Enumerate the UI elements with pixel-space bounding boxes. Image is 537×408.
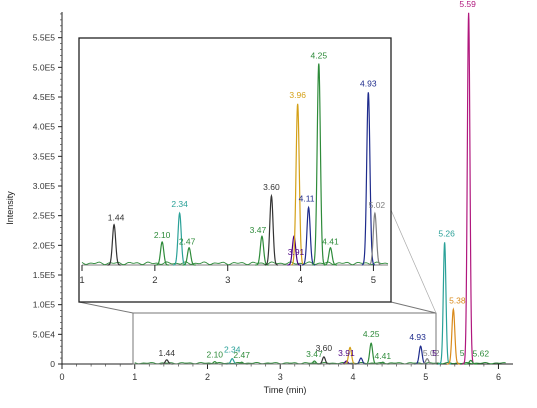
peak-label: 3.60 (316, 343, 333, 353)
zoom-source-rect (132, 312, 437, 365)
inset-peak-label: 4.25 (311, 51, 328, 61)
y-tick-label: 2.0E5 (33, 240, 55, 250)
peak-label: 5.62 (473, 348, 490, 358)
peak-label: 3.91 (338, 348, 355, 358)
peak-label-fragment: 5 (432, 348, 437, 358)
peak-label: 2.47 (233, 350, 250, 360)
y-tick-label: 5.5E5 (33, 33, 55, 43)
peak-label: 4.93 (409, 332, 426, 342)
zoom-region-box (78, 209, 437, 365)
inset-peak-trace-3.60 (264, 193, 279, 266)
peak-trace-5.38 (446, 307, 460, 365)
inset-peak-trace-2.10 (155, 241, 169, 266)
inset-x-tick-label: 2 (152, 275, 157, 286)
inset-peak-trace-4.93 (361, 92, 375, 266)
x-tick-label: 4 (350, 372, 355, 382)
zoom-connector-right (390, 301, 437, 314)
y-tick-label: 2.5E5 (33, 211, 55, 221)
peak-label: 5.59 (459, 0, 476, 9)
inset-peak-trace-3.96 (291, 103, 305, 266)
inset-baseline-trace (81, 261, 389, 266)
main-peak-labels: 1.44 2.10 2.342.47 3.473.603.914.254.414.93… (158, 0, 489, 361)
peak-label: 4.41 (375, 351, 392, 361)
y-tick-label: 4.5E5 (33, 92, 55, 102)
inset-x-tick-label: 1 (79, 275, 84, 286)
y-axis-title: Intensity (5, 191, 15, 225)
zoom-connector-left (78, 301, 134, 314)
zoom-inset-panel: 1 2 3 4 5 1.44 2.10 2.34 2.47 3.47 3.60 3.91 3.96 4.1… (78, 37, 392, 303)
inset-peak-trace-4.25 (312, 63, 326, 266)
x-tick-label: 1 (132, 372, 137, 382)
inset-peak-label: 2.47 (179, 237, 196, 247)
y-tick-label: 5.0E5 (33, 62, 55, 72)
inset-peak-label: 3.47 (250, 225, 267, 235)
y-tick-label: 0 (50, 359, 55, 369)
zoom-connector-right-upper (390, 209, 437, 314)
inset-peak-label: 3.91 (288, 247, 305, 257)
x-tick-label: 0 (59, 372, 64, 382)
x-tick-label: 2 (205, 372, 210, 382)
inset-peak-trace-1.44 (107, 223, 121, 266)
inset-peak-label: 4.11 (299, 193, 315, 203)
x-tick-label: 5 (423, 372, 428, 382)
x-axis-title: Time (min) (264, 385, 307, 395)
y-tick-label: 5.0E4 (33, 329, 55, 339)
peak-trace-5.59 (462, 12, 476, 365)
peak-label: 1.44 (158, 348, 175, 358)
inset-peak-label: 4.41 (322, 237, 339, 247)
inset-peak-trace-3.91 (287, 235, 301, 266)
y-tick-label: 3.0E5 (33, 181, 55, 191)
inset-peak-label: 1.44 (108, 213, 125, 223)
inset-x-tick-label: 4 (298, 275, 303, 286)
peak-label: 2.10 (206, 350, 223, 360)
peak-trace-5.62 (464, 359, 478, 365)
x-tick-label: 3 (278, 372, 283, 382)
y-tick-label: 3.5E5 (33, 151, 55, 161)
inset-peak-label: 2.10 (154, 230, 171, 240)
peak-label: 5.02 (423, 348, 440, 358)
y-tick-label: 4.0E5 (33, 122, 55, 132)
inset-peak-trace-5.02 (368, 211, 382, 266)
inset-peak-label: 3.60 (263, 182, 280, 192)
inset-peak-label: 3.96 (289, 90, 306, 100)
peak-label: 2.34 (224, 345, 241, 355)
inset-peak-trace-4.41 (323, 246, 338, 266)
inset-peak-trace-4.11 (301, 205, 316, 266)
inset-x-tick-label: 5 (371, 275, 376, 286)
inset-peak-label: 2.34 (171, 199, 188, 209)
inset-frame (78, 37, 392, 303)
x-tick-label: 6 (496, 372, 501, 382)
peak-label: 5.26 (438, 228, 455, 238)
inset-peak-label: 4.93 (360, 78, 377, 88)
peak-label: 5.38 (449, 295, 466, 305)
inset-peak-trace-2.47 (182, 246, 196, 266)
peak-label: 3.47 (306, 349, 323, 359)
inset-x-tick-label: 3 (225, 275, 230, 286)
peak-label: 4.25 (363, 329, 380, 339)
inset-peak-label: 5.02 (369, 200, 386, 210)
y-tick-label: 1.0E5 (33, 300, 55, 310)
peak-label-fragment: 5 (460, 348, 465, 358)
y-tick-label: 1.5E5 (33, 270, 55, 280)
inset-peak-trace-2.34 (173, 211, 187, 266)
